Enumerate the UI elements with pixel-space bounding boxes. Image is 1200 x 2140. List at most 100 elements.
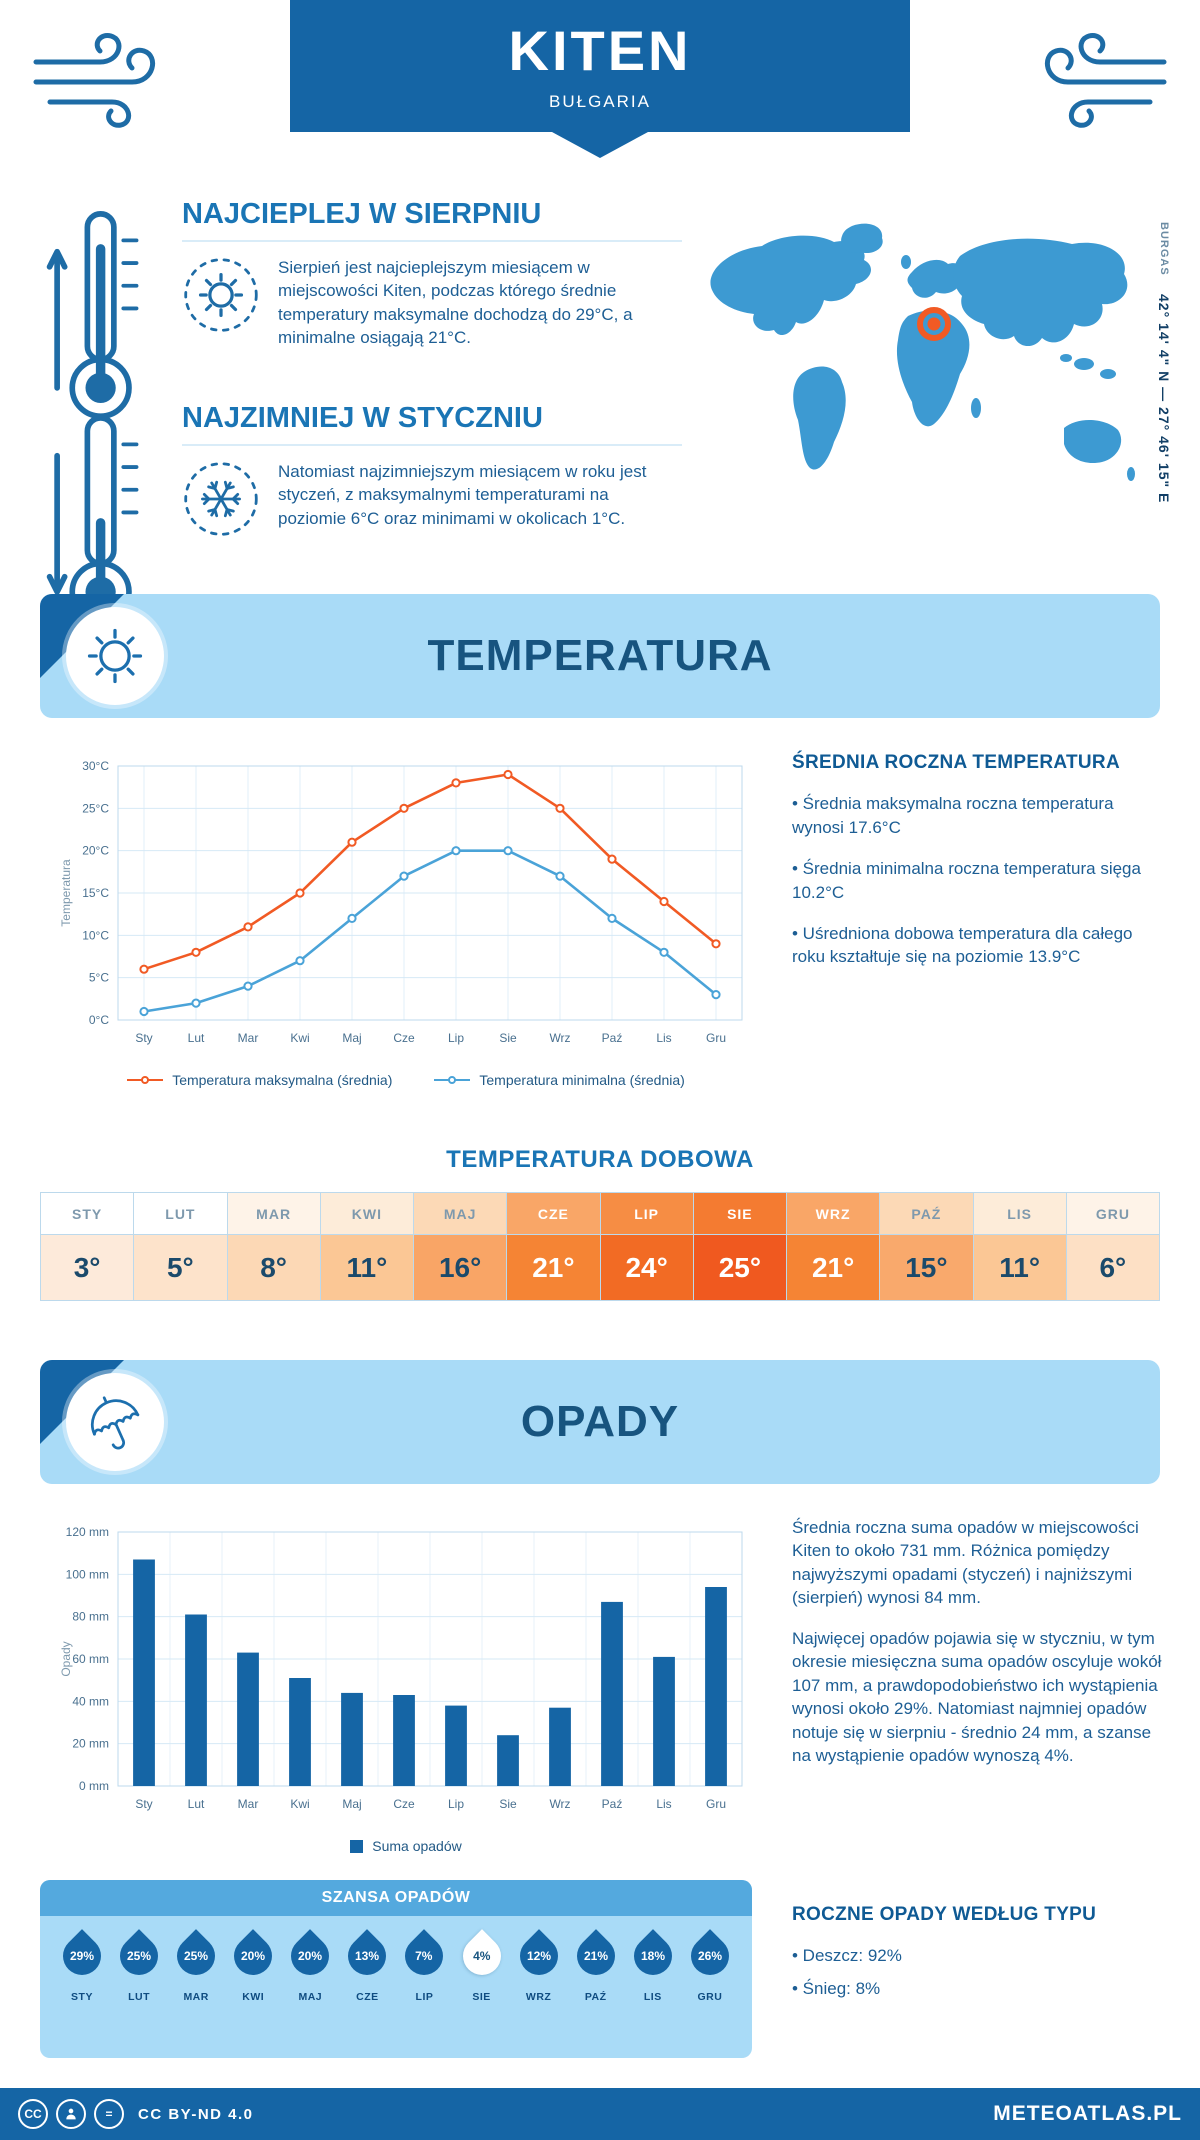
x-tick-label: Mar [238,1797,259,1811]
x-tick-label: Kwi [290,1031,309,1045]
series-point-0 [711,939,721,949]
x-tick-label: Maj [342,1797,361,1811]
x-tick-label: Paź [602,1797,623,1811]
daily-table-value: 3° [39,1234,135,1301]
x-tick-label: Mar [238,1031,259,1045]
x-tick-label: Sie [499,1031,517,1045]
legend-item-0: Temperatura maksymalna (średnia) [127,1072,392,1088]
y-tick-label: 20°C [82,844,109,858]
header-banner: KITEN BUŁGARIA [290,0,910,132]
drop-wrap: 20% [283,1928,338,1984]
coordinates-label: 42° 14' 4" N — 27° 46' 15" E [1156,293,1172,504]
temperature-bullet-list: • Średnia maksymalna roczna temperatura … [792,792,1168,969]
drop-wrap: 25% [169,1928,224,1984]
precipitation-banner: OPADY [40,1360,1160,1484]
daily-table-month: CZE [506,1192,601,1235]
footer: CC = CC BY-ND 4.0 METEOATLAS.PL [0,2088,1200,2140]
y-tick-label: 80 mm [72,1610,109,1624]
page-subtitle: BUŁGARIA [549,92,651,111]
series-line-1 [143,849,717,1013]
water-drop-icon: 21% [568,1929,623,1983]
water-drop-icon: 20% [283,1929,338,1983]
precipitation-paragraph: Średnia roczna suma opadów w miejscowośc… [792,1518,1139,1608]
coldest-title: NAJZIMNIEJ W STYCZNIU [182,402,682,446]
drop-wrap: 7% [397,1928,452,1984]
series-point-0 [659,896,669,907]
water-drop-icon: 4% [454,1929,509,1983]
y-tick-label: 100 mm [66,1567,109,1581]
chance-percent: 25% [127,1949,152,1963]
chance-drop-cell: 21% PAŹ [568,1928,623,2003]
temperature-summary: ŚREDNIA ROCZNA TEMPERATURA • Średnia mak… [792,750,1168,987]
chance-drop-cell: 20% KWI [226,1928,281,2003]
temperature-line-chart: 0°C 5°C 10°C 15°C 20°C 25°C 30°C Sty Lut Mar Kwi Ma… [59,759,743,1045]
water-drop-icon: 29% [55,1929,109,1983]
x-tick-label: Sty [135,1031,152,1045]
series-point-1 [243,981,253,991]
bar-Mar [237,1652,259,1786]
daily-table-header-row: STY LUT MAR KWI MAJ CZE LIP SIE WRZ PAŹ LIS GRU [39,1192,1161,1235]
x-tick-label: Wrz [549,1797,570,1811]
chance-drop-cell: 26% GRU [682,1928,737,2003]
coldest-body: Natomiast najzimniejszym miesiącem w rok… [182,460,702,538]
legend-label: Temperatura minimalna (średnia) [479,1072,685,1088]
legend-dot [141,1076,150,1084]
cc-icon: CC [18,2099,48,2129]
temperature-summary-title: ŚREDNIA ROCZNA TEMPERATURA [792,752,1120,773]
daily-table-value: 8° [226,1234,321,1301]
y-tick-label: 25°C [82,801,109,815]
chance-month-label: STY [71,1991,93,2003]
daily-table-value: 15° [879,1234,974,1301]
brand-label: METEOATLAS.PL [993,2102,1182,2125]
y-tick-label: 0 mm [79,1779,109,1793]
daily-table-month: GRU [1065,1192,1161,1235]
chance-month-label: SIE [472,1991,491,2003]
daily-table-value-row: 3° 5° 8° 11° 16° 21° 24° 25° 21° 15° 11° 6° [39,1234,1161,1301]
chance-percent: 4% [472,1949,491,1963]
chance-percent: 21% [583,1949,608,1963]
chance-percent: 25% [184,1949,209,1963]
region-label: BURGAS [1158,222,1170,276]
coldest-month-section: NAJZIMNIEJ W STYCZNIU Natomiast najzimni… [42,402,702,624]
precipitation-summary: Średnia roczna suma opadów w miejscowośc… [792,1516,1168,1785]
series-point-1 [659,947,669,957]
chance-month-label: MAR [183,1991,209,2003]
series-point-1 [399,871,409,881]
precipitation-banner-title: OPADY [520,1397,680,1446]
water-drop-icon: 7% [397,1929,452,1983]
y-axis-title: Opady [59,1641,73,1676]
series-point-0 [555,803,565,813]
x-tick-label: Cze [393,1031,415,1045]
chance-percent: 7% [415,1949,434,1963]
chance-drop-cell: 4% SIE [454,1928,509,2003]
drop-wrap: 29% [55,1928,109,1984]
y-tick-label: 5°C [89,971,109,985]
daily-table-month: LIP [599,1192,694,1235]
x-tick-label: Lut [188,1797,205,1811]
series-point-1 [711,990,721,1000]
map-coordinates: BURGAS 42° 14' 4" N — 27° 46' 15" E [1156,222,1172,503]
daily-temperature-table: STY LUT MAR KWI MAJ CZE LIP SIE WRZ PAŹ LIS GRU 3° 5°… [39,1192,1161,1301]
chance-drop-cell: 18% LIS [625,1928,680,2003]
legend-item-1: Temperatura minimalna (średnia) [434,1072,685,1088]
precipitation-chart-legend: Suma opadów [56,1838,756,1854]
warmest-text: Sierpień jest najcieplejszym miesiącem w… [278,258,633,348]
temperature-bullet: • Średnia maksymalna roczna temperatura … [792,794,1114,837]
chance-month-label: MAJ [298,1991,323,2003]
series-point-1 [607,913,617,923]
bar-Gru [705,1587,727,1786]
chance-percent: 20% [241,1949,266,1963]
legend-item-precipitation: Suma opadów [350,1838,462,1854]
water-drop-icon: 12% [511,1929,566,1983]
chance-percent: 12% [526,1949,551,1963]
drop-wrap: 12% [511,1928,566,1984]
x-tick-label: Lis [656,1797,671,1811]
chance-month-label: LIS [643,1991,662,2003]
series-point-1 [503,846,513,856]
temperature-chart-block: 0°C 5°C 10°C 15°C 20°C 25°C 30°C Sty Lut Mar Kwi Ma… [56,750,756,1088]
continents [710,223,1135,481]
chance-drop-cell: 13% CZE [340,1928,395,2003]
chance-percent: 18% [640,1949,665,1963]
x-tick-label: Sty [135,1797,152,1811]
series-point-0 [139,964,149,974]
